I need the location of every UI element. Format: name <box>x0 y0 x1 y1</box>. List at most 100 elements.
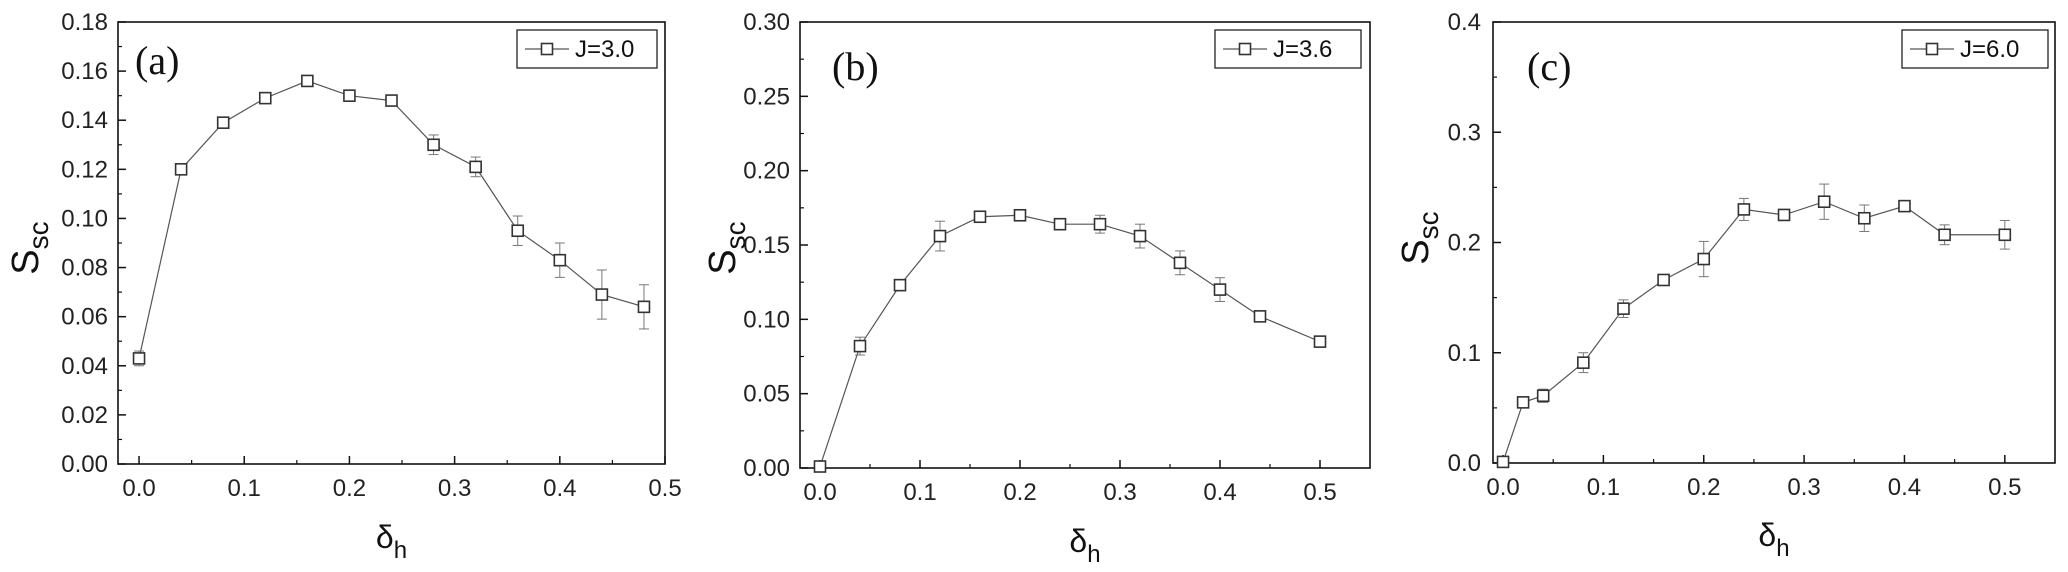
chart-panel-1: 0.00 0.02 0.04 0.06 0.08 0.10 0.12 0.14 0.16 0.18… <box>5 9 682 564</box>
data-point <box>1013 208 1027 222</box>
data-point <box>258 91 272 105</box>
series-line <box>1502 201 2005 463</box>
x-tick-label: 0.1 <box>1587 474 1620 501</box>
data-point <box>174 163 188 176</box>
data-point <box>1858 211 1871 225</box>
data-point <box>1737 203 1751 216</box>
data-point <box>469 160 482 174</box>
panel-label: (b) <box>832 44 879 89</box>
legend-label: J=3.6 <box>1273 36 1332 63</box>
y-tick-label: 0.1 <box>1448 340 1481 367</box>
y-tick-label: 0.10 <box>61 205 108 232</box>
x-tick-label: 0.1 <box>228 475 261 502</box>
x-tick-label: 0.2 <box>1687 474 1720 501</box>
panel-label: (a) <box>135 38 179 83</box>
x-tick-label: 0.3 <box>438 475 471 502</box>
legend-label: J=6.0 <box>1960 36 2019 63</box>
data-point <box>1313 335 1327 348</box>
y-tick-label: 0.05 <box>743 381 790 408</box>
plot-frame <box>1492 21 2056 464</box>
x-tick-label: 0.0 <box>122 475 155 502</box>
data-point <box>853 339 867 353</box>
data-point <box>1516 396 1530 409</box>
x-tick-label: 0.2 <box>333 475 366 502</box>
data-point <box>1133 229 1147 243</box>
x-tick-label: 0.4 <box>1888 474 1921 501</box>
data-point <box>1998 228 2012 242</box>
y-tick-label: 0.18 <box>61 9 108 36</box>
y-tick-label: 0.30 <box>743 9 790 36</box>
y-tick-label: 0.0 <box>1448 450 1481 477</box>
x-tick-label: 0.4 <box>543 475 576 502</box>
y-tick-label: 0.16 <box>61 58 108 85</box>
data-point <box>1817 195 1831 209</box>
data-point <box>973 210 987 224</box>
data-point <box>637 300 651 314</box>
data-point <box>343 89 356 102</box>
y-tick-label: 0.00 <box>743 455 790 482</box>
plot-frame <box>117 21 666 465</box>
data-point <box>132 352 146 365</box>
x-axis-title: δh <box>1069 523 1100 568</box>
x-tick-label: 0.2 <box>1003 479 1036 506</box>
y-tick-label: 0.12 <box>61 156 108 183</box>
data-point <box>216 116 230 129</box>
legend-marker <box>1238 42 1252 56</box>
data-point <box>427 138 440 152</box>
y-tick-label: 0.20 <box>743 158 790 185</box>
data-point <box>1053 217 1067 231</box>
y-tick-label: 0.00 <box>61 451 108 478</box>
data-point <box>1253 310 1267 323</box>
y-axis-title: Ssc <box>1395 211 1444 264</box>
legend-marker <box>540 42 554 56</box>
y-tick-label: 0.3 <box>1448 119 1481 146</box>
x-tick-label: 0.5 <box>648 475 681 502</box>
data-point <box>595 288 609 301</box>
data-point <box>813 460 827 473</box>
y-tick-label: 0.08 <box>61 255 108 282</box>
y-axis-title: Ssc <box>5 221 54 274</box>
x-tick-label: 0.0 <box>1486 474 1519 501</box>
data-point <box>1173 256 1187 270</box>
legend-label: J=3.0 <box>575 36 634 63</box>
data-point <box>1577 356 1590 369</box>
x-tick-label: 0.5 <box>1303 479 1336 506</box>
y-tick-label: 0.06 <box>61 304 108 331</box>
y-tick-label: 0.25 <box>743 83 790 110</box>
x-tick-label: 0.3 <box>1103 479 1136 506</box>
y-tick-label: 0.4 <box>1448 9 1481 36</box>
y-tick-label: 0.02 <box>61 402 108 429</box>
x-tick-label: 0.5 <box>1988 474 2021 501</box>
data-point <box>1213 283 1227 296</box>
data-point <box>511 224 525 238</box>
plot-frame <box>799 21 1371 469</box>
data-point <box>1093 217 1107 231</box>
data-point <box>1617 302 1630 315</box>
y-tick-label: 0.04 <box>61 353 108 380</box>
data-point <box>553 253 567 267</box>
x-axis-title: δh <box>1758 517 1789 562</box>
y-tick-label: 0.14 <box>61 107 108 134</box>
panel-label: (c) <box>1527 44 1571 89</box>
data-point <box>1657 273 1670 287</box>
y-tick-label: 0.10 <box>743 306 790 333</box>
y-tick-label: 0.15 <box>743 232 790 259</box>
data-point <box>1898 199 1911 213</box>
x-tick-label: 0.4 <box>1203 479 1236 506</box>
chart-panel-3: 0.0 0.1 0.2 0.3 0.4 0.0 0.1 0.2 0.3 0.4 0.5 δh Ssc (c… <box>1395 9 2056 562</box>
data-point <box>301 74 314 88</box>
data-point <box>933 229 947 243</box>
y-tick-label: 0.2 <box>1448 230 1481 257</box>
data-point <box>893 278 907 292</box>
y-axis-title: Ssc <box>702 221 751 274</box>
data-point <box>1938 228 1951 242</box>
data-point <box>1496 455 1510 469</box>
data-point <box>1536 389 1550 403</box>
x-axis-title: δh <box>376 519 407 564</box>
data-point <box>1777 208 1791 222</box>
series-line <box>819 214 1321 467</box>
data-point <box>1697 252 1711 266</box>
x-tick-label: 0.3 <box>1787 474 1820 501</box>
series-line <box>138 80 645 359</box>
